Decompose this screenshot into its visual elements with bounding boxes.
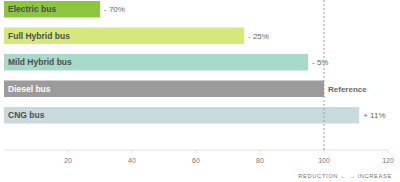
x-tick — [388, 150, 389, 153]
bar — [4, 81, 324, 98]
annotation: Reference — [328, 85, 367, 94]
bar — [4, 1, 100, 18]
x-tick — [260, 150, 261, 153]
x-tick — [324, 150, 325, 153]
bar — [4, 107, 359, 124]
chart-svg: Electric bus - 70% Full Hybrid bus - 25% Mil… — [0, 0, 400, 182]
category-label: Full Hybrid bus — [8, 31, 70, 41]
category-label: Electric bus — [8, 4, 56, 14]
annotation: + 11% — [363, 111, 385, 120]
x-tick-label: 120 — [382, 157, 394, 164]
bar — [4, 28, 244, 45]
chart-container: Electric bus - 70% Full Hybrid bus - 25% Mil… — [0, 0, 400, 182]
x-tick — [196, 150, 197, 153]
category-label: Mild Hybrid bus — [8, 57, 72, 67]
annotation: - 5% — [312, 58, 328, 67]
x-tick-label: 100 — [318, 157, 330, 164]
bar — [4, 54, 308, 71]
x-tick-label: 80 — [256, 157, 264, 164]
bars — [4, 0, 359, 150]
category-label: CNG bus — [8, 110, 45, 120]
reference-line — [324, 0, 325, 150]
x-tick — [68, 150, 69, 153]
annotation: - 25% — [248, 32, 269, 41]
x-tick-label: 20 — [64, 157, 72, 164]
x-tick-label: 60 — [192, 157, 200, 164]
annotation: - 70% — [104, 5, 125, 14]
x-tick-label: 40 — [128, 157, 136, 164]
category-label: Diesel bus — [8, 84, 51, 94]
x-tick — [132, 150, 133, 153]
x-axis-label: REDUCTION ← → INCREASE — [298, 173, 392, 179]
